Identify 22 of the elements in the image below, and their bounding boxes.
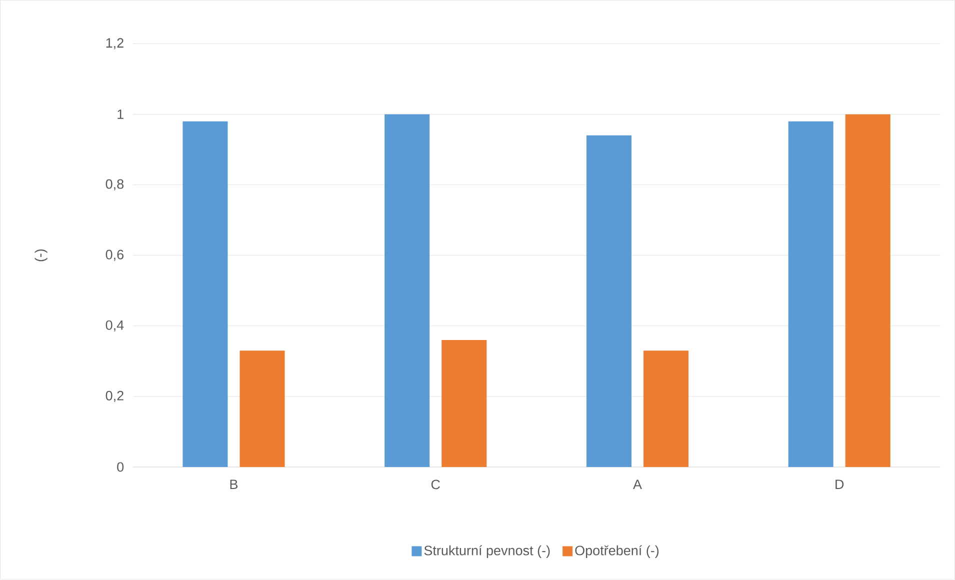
y-axis-title: (-) bbox=[34, 250, 48, 262]
bar bbox=[845, 114, 890, 468]
bar bbox=[182, 121, 228, 468]
x-tick-label: C bbox=[431, 480, 440, 490]
bar bbox=[240, 350, 285, 468]
y-tick-label: 0,2 bbox=[106, 390, 124, 402]
bar bbox=[643, 350, 689, 468]
x-tick-label: A bbox=[633, 480, 642, 490]
legend-label: Strukturní pevnost (-) bbox=[424, 545, 550, 558]
y-tick-label: 0,8 bbox=[106, 179, 124, 191]
legend-label: Opotřebení (-) bbox=[575, 545, 659, 558]
x-tick-label: D bbox=[836, 480, 844, 490]
y-tick-label: 1 bbox=[118, 110, 124, 120]
bar bbox=[384, 114, 430, 468]
bar bbox=[442, 340, 487, 468]
y-tick-label: 1,2 bbox=[106, 38, 124, 50]
x-tick-label: B bbox=[230, 480, 238, 490]
y-tick-label: 0,6 bbox=[106, 250, 124, 262]
bar bbox=[788, 121, 834, 468]
y-tick-label: 0 bbox=[117, 462, 124, 472]
bar bbox=[586, 136, 632, 468]
y-tick-label: 0,4 bbox=[106, 320, 124, 332]
